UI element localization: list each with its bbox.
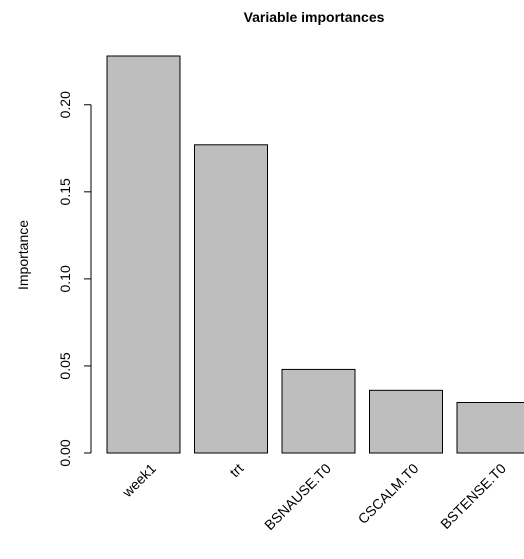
y-tick-label: 0.15	[57, 178, 73, 205]
bar-cscalm-t0	[369, 389, 443, 454]
bars-group	[106, 55, 524, 454]
bar-week1	[106, 55, 181, 454]
y-tick-label: 0.10	[57, 265, 73, 292]
x-tick-label: trt	[226, 460, 246, 480]
y-tick-label: 0.05	[57, 352, 73, 379]
bar-trt	[194, 144, 268, 454]
chart-title: Variable importances	[244, 9, 385, 25]
x-tick-label: BSNAUSE.T0	[261, 460, 334, 533]
y-tick-label: 0.20	[57, 91, 73, 118]
y-axis-label: Importance	[15, 220, 31, 290]
x-tick-label: week1	[118, 460, 159, 501]
bar-bsnause-t0	[281, 368, 356, 454]
x-tick-label: CSCALM.T0	[355, 460, 422, 527]
y-tick-label: 0.00	[57, 439, 73, 466]
y-axis: 0.00 0.05 0.10 0.15 0.20	[57, 91, 92, 467]
x-tick-label: BSTENSE.T0	[437, 460, 509, 532]
bar-bstense-t0	[456, 402, 524, 454]
x-axis-labels: week1 trt BSNAUSE.T0 CSCALM.T0 BSTENSE.T0	[118, 460, 509, 533]
